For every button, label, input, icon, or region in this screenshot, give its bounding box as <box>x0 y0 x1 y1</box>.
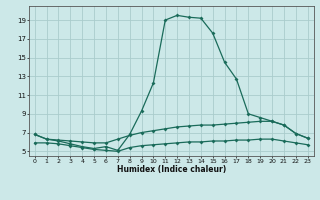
X-axis label: Humidex (Indice chaleur): Humidex (Indice chaleur) <box>116 165 226 174</box>
